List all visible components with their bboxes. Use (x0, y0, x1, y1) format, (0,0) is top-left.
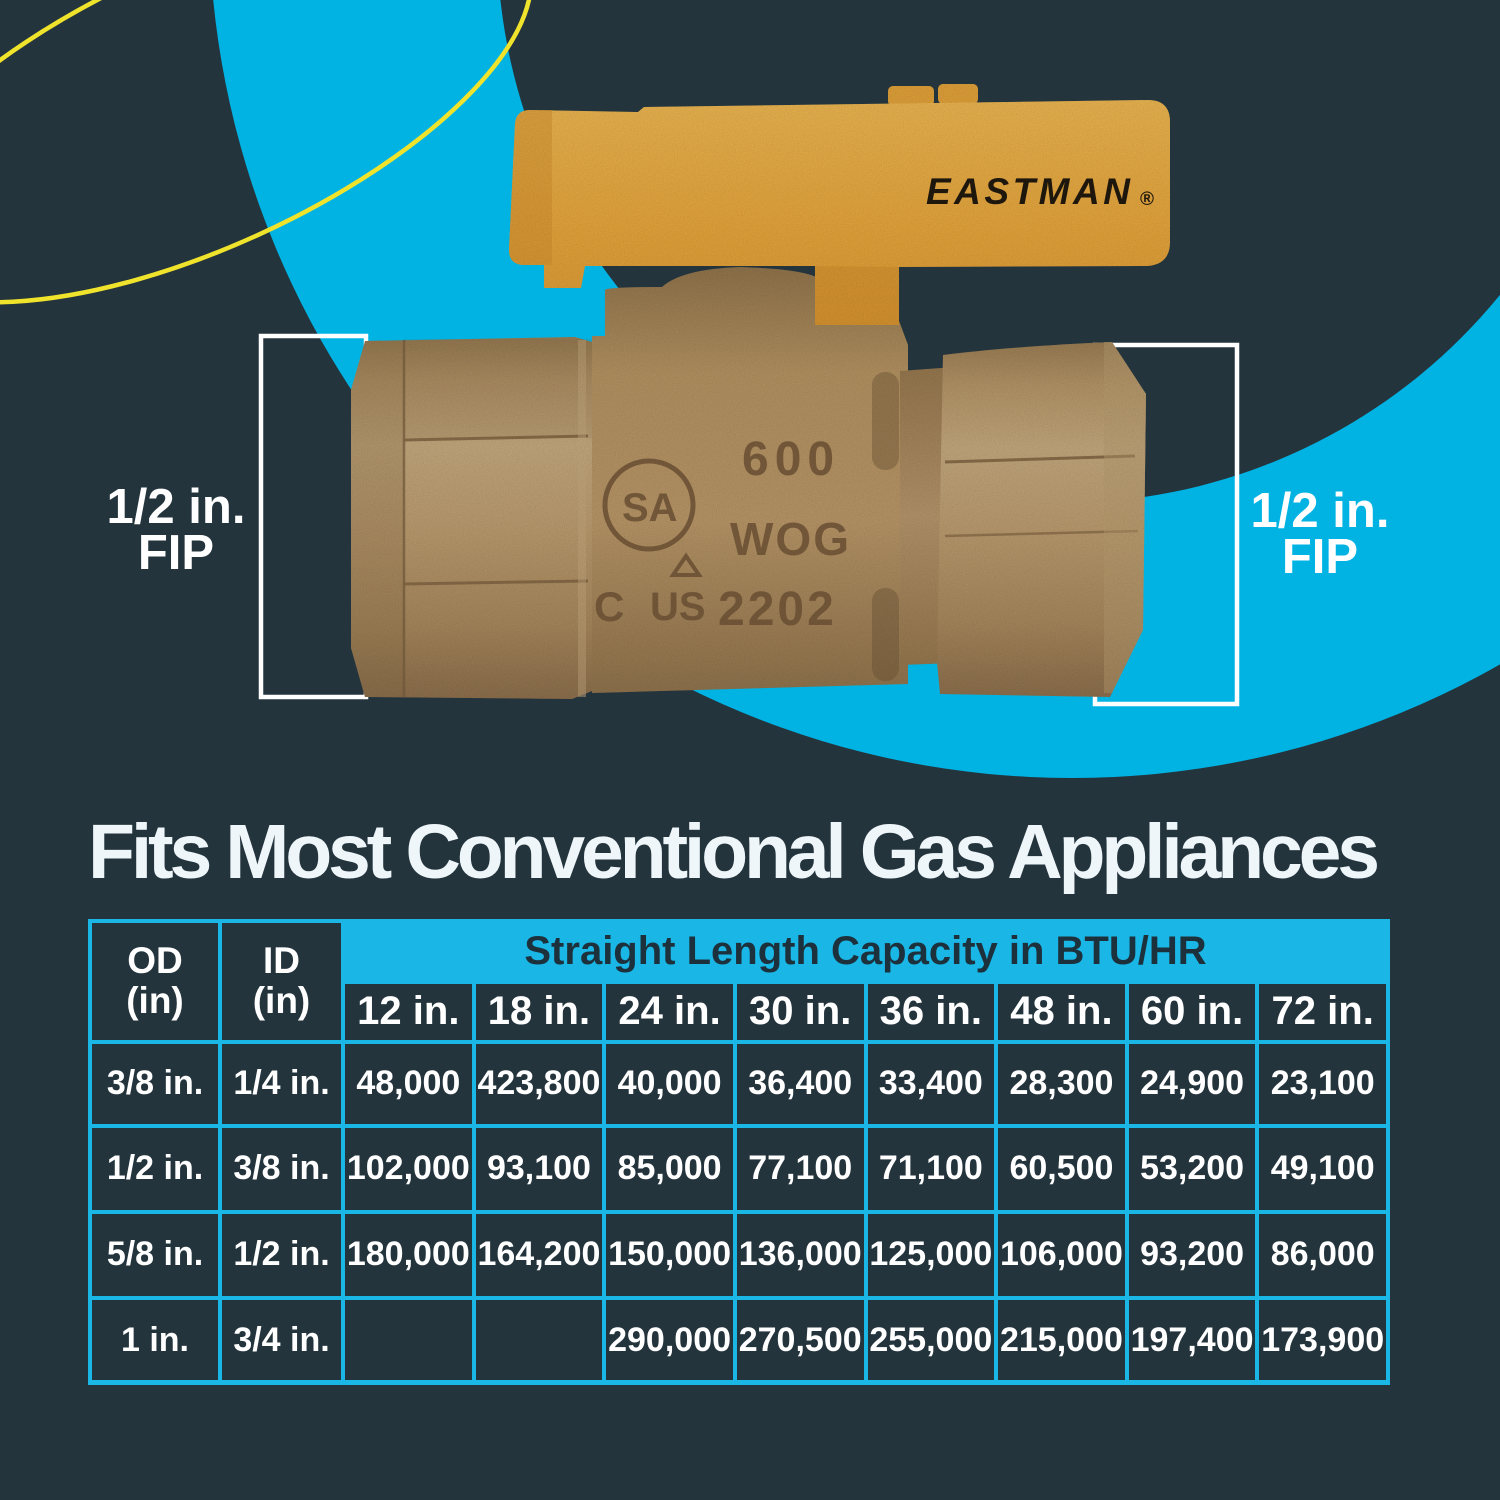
svg-text:600: 600 (742, 433, 840, 486)
svg-text:®: ® (1140, 189, 1154, 210)
svg-text:C: C (594, 583, 624, 630)
svg-text:SA: SA (622, 486, 678, 530)
svg-text:2202: 2202 (718, 583, 837, 636)
svg-text:WOG: WOG (730, 513, 851, 565)
svg-text:US: US (650, 585, 706, 629)
svg-text:EASTMAN: EASTMAN (926, 171, 1133, 212)
